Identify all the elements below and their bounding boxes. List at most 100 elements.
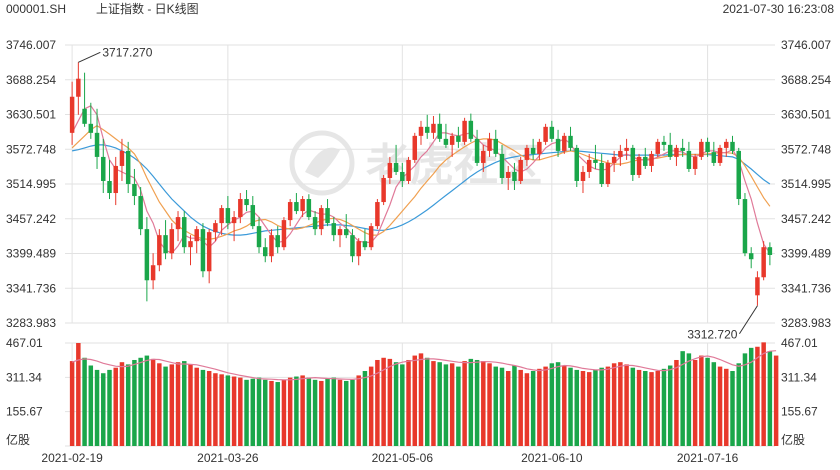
volume-bar [487,363,492,446]
volume-bar [337,379,343,446]
candle-body [300,199,305,212]
candle-body [356,241,361,257]
volume-bar [493,366,499,446]
candle-body [169,229,175,254]
volume-bar [624,364,629,446]
candle-body [362,241,368,248]
candle-body [238,199,243,218]
price-tick-right: 3688.254 [781,73,831,87]
volume-bar [194,367,199,446]
candle-body [549,126,555,139]
candle-body [76,78,81,97]
volume-bar [306,377,312,446]
candle-body [337,229,343,236]
volume-bar [331,377,337,446]
candle-body [231,217,237,224]
volume-bar [300,375,305,446]
candle-body [755,277,760,296]
volume-bar [175,362,181,446]
volume-bar [325,378,330,446]
volume-bar [599,367,604,446]
volume-bar [368,366,374,446]
candle-body [138,196,143,230]
volume-bar [119,362,125,446]
candle-body [206,232,212,272]
volume-bar [231,376,237,446]
candle-body [244,199,249,206]
volume-bar [586,372,592,446]
candle-body [724,141,729,148]
price-annotations: 3717.270 3312.720 [78,45,758,342]
candle-body [431,123,436,133]
candle-body [113,165,118,194]
volume-bar [711,362,717,446]
candlesticks [69,62,773,306]
candle-body [225,208,231,224]
date-tick: 2021-05-06 [372,451,434,465]
volume-bar [724,368,729,446]
candle-body [593,159,598,163]
candle-body [94,132,100,157]
candle-body [468,120,474,139]
volume-bar [636,369,642,446]
candle-body [350,235,355,257]
candle-body [518,159,523,181]
candle-body [568,135,573,148]
price-tick-left: 3572.748 [6,142,56,156]
candle-body [325,208,330,224]
high-annotation-leader [78,51,101,63]
price-tick-left: 3399.489 [6,247,56,261]
candle-body [730,141,735,151]
volume-bar [761,342,766,446]
date-axis-labels: 2021-02-19 2021-03-26 2021-05-06 2021-06-10… [41,451,738,465]
candle-body [574,147,579,181]
volume-bar [319,380,324,446]
volume-bar [748,347,754,446]
candle-body [736,150,741,200]
candle-body [767,247,773,255]
candle-body [456,135,461,142]
candle-body [281,220,287,248]
low-annotation-leader [739,305,758,334]
volume-bar [649,372,654,446]
volume-bar [431,361,436,446]
candle-body [624,147,629,151]
volume-bar [213,373,218,446]
volume-ma-line [71,350,777,381]
volume-bar [667,365,673,446]
volume-bar [755,346,760,446]
volume-bar [773,355,779,446]
volume-bar [275,382,280,446]
candle-body [661,141,667,145]
candle-body [368,226,374,248]
volume-tick-right: 311.34 [781,370,817,384]
volume-bar [76,343,81,446]
candle-body [524,147,530,160]
volume-bar [424,357,430,446]
volume-tick-right: 467.01 [781,336,818,350]
volume-bar [157,363,162,446]
volume-bar [524,373,530,446]
candle-body [555,138,561,151]
volume-bar [449,363,455,446]
volume-bar [437,362,442,446]
candle-body [82,108,87,124]
volume-bar [107,369,112,446]
volume-bar [263,379,268,446]
candle-body [331,223,337,236]
price-tick-left: 3746.007 [6,38,56,52]
candle-body [213,223,218,233]
volume-bar [699,355,704,446]
watermark: 老虎社区 [289,130,542,196]
volume-bar [562,365,567,446]
volume-bar [206,371,212,446]
candle-body [157,235,162,266]
date-tick: 2021-06-10 [521,451,583,465]
candle-body [530,147,536,154]
candle-body [699,141,704,157]
high-annotation-label: 3717.270 [102,45,152,59]
volume-bar [343,380,349,446]
volume-bar [219,374,224,446]
candle-body [643,156,648,166]
